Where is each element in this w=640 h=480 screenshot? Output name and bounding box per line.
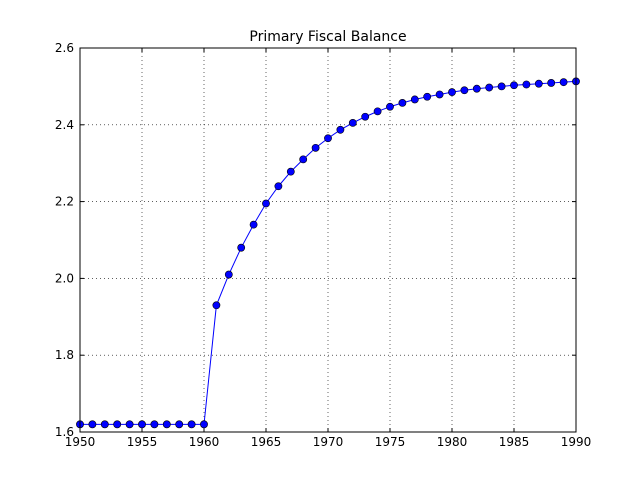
data-point: [373, 107, 382, 116]
data-point: [88, 420, 97, 429]
data-point: [423, 92, 432, 101]
x-tick-label: 1975: [375, 435, 406, 449]
data-point: [510, 81, 518, 90]
data-point: [224, 270, 233, 279]
data-point: [274, 182, 283, 191]
data-point: [534, 79, 543, 88]
data-point: [448, 88, 456, 97]
x-tick-label: 1990: [561, 435, 592, 449]
data-point: [336, 125, 345, 134]
x-tick-label: 1970: [313, 435, 344, 449]
y-tick-label: 2.2: [55, 195, 74, 209]
y-tick-label: 2.0: [55, 271, 74, 285]
data-point: [262, 199, 270, 208]
data-point: [237, 243, 246, 252]
y-tick-label: 2.6: [55, 41, 74, 55]
data-point: [410, 95, 419, 104]
data-point: [100, 420, 109, 429]
data-point: [187, 420, 196, 429]
series-layer: [76, 77, 580, 429]
data-point: [559, 78, 568, 87]
x-tick-label: 1955: [127, 435, 158, 449]
chart-title: Primary Fiscal Balance: [249, 29, 406, 45]
data-point: [386, 102, 394, 111]
data-point: [113, 420, 122, 429]
x-tick-label: 1960: [189, 435, 220, 449]
axis-ticks: 1950 1955 1960 1965 1970 1975 1980 1985 1990 1.6 1…: [55, 41, 591, 449]
data-point: [175, 420, 184, 429]
data-point: [286, 167, 295, 176]
data-point: [472, 84, 481, 93]
x-tick-label: 1980: [437, 435, 468, 449]
data-point: [212, 301, 221, 310]
data-point: [348, 118, 357, 127]
data-point: [361, 112, 370, 121]
data-point: [497, 82, 506, 91]
x-tick-label: 1985: [499, 435, 530, 449]
data-point: [200, 420, 208, 429]
data-point: [162, 420, 171, 429]
data-point: [485, 83, 494, 92]
data-point: [547, 79, 556, 87]
data-point: [311, 143, 320, 152]
x-tick-label: 1965: [251, 435, 282, 449]
y-tick-label: 2.4: [55, 118, 74, 132]
data-point: [522, 80, 531, 89]
data-point: [249, 220, 258, 229]
data-point: [460, 86, 469, 95]
data-point: [150, 420, 159, 429]
data-point: [138, 420, 146, 429]
data-point: [435, 90, 444, 99]
y-tick-label: 1.8: [55, 348, 74, 362]
data-point: [324, 134, 332, 143]
data-point: [398, 99, 407, 107]
y-tick-label: 1.6: [55, 425, 74, 439]
x-tick-label: 1950: [65, 435, 96, 449]
data-point: [299, 155, 308, 164]
data-point: [125, 420, 134, 429]
